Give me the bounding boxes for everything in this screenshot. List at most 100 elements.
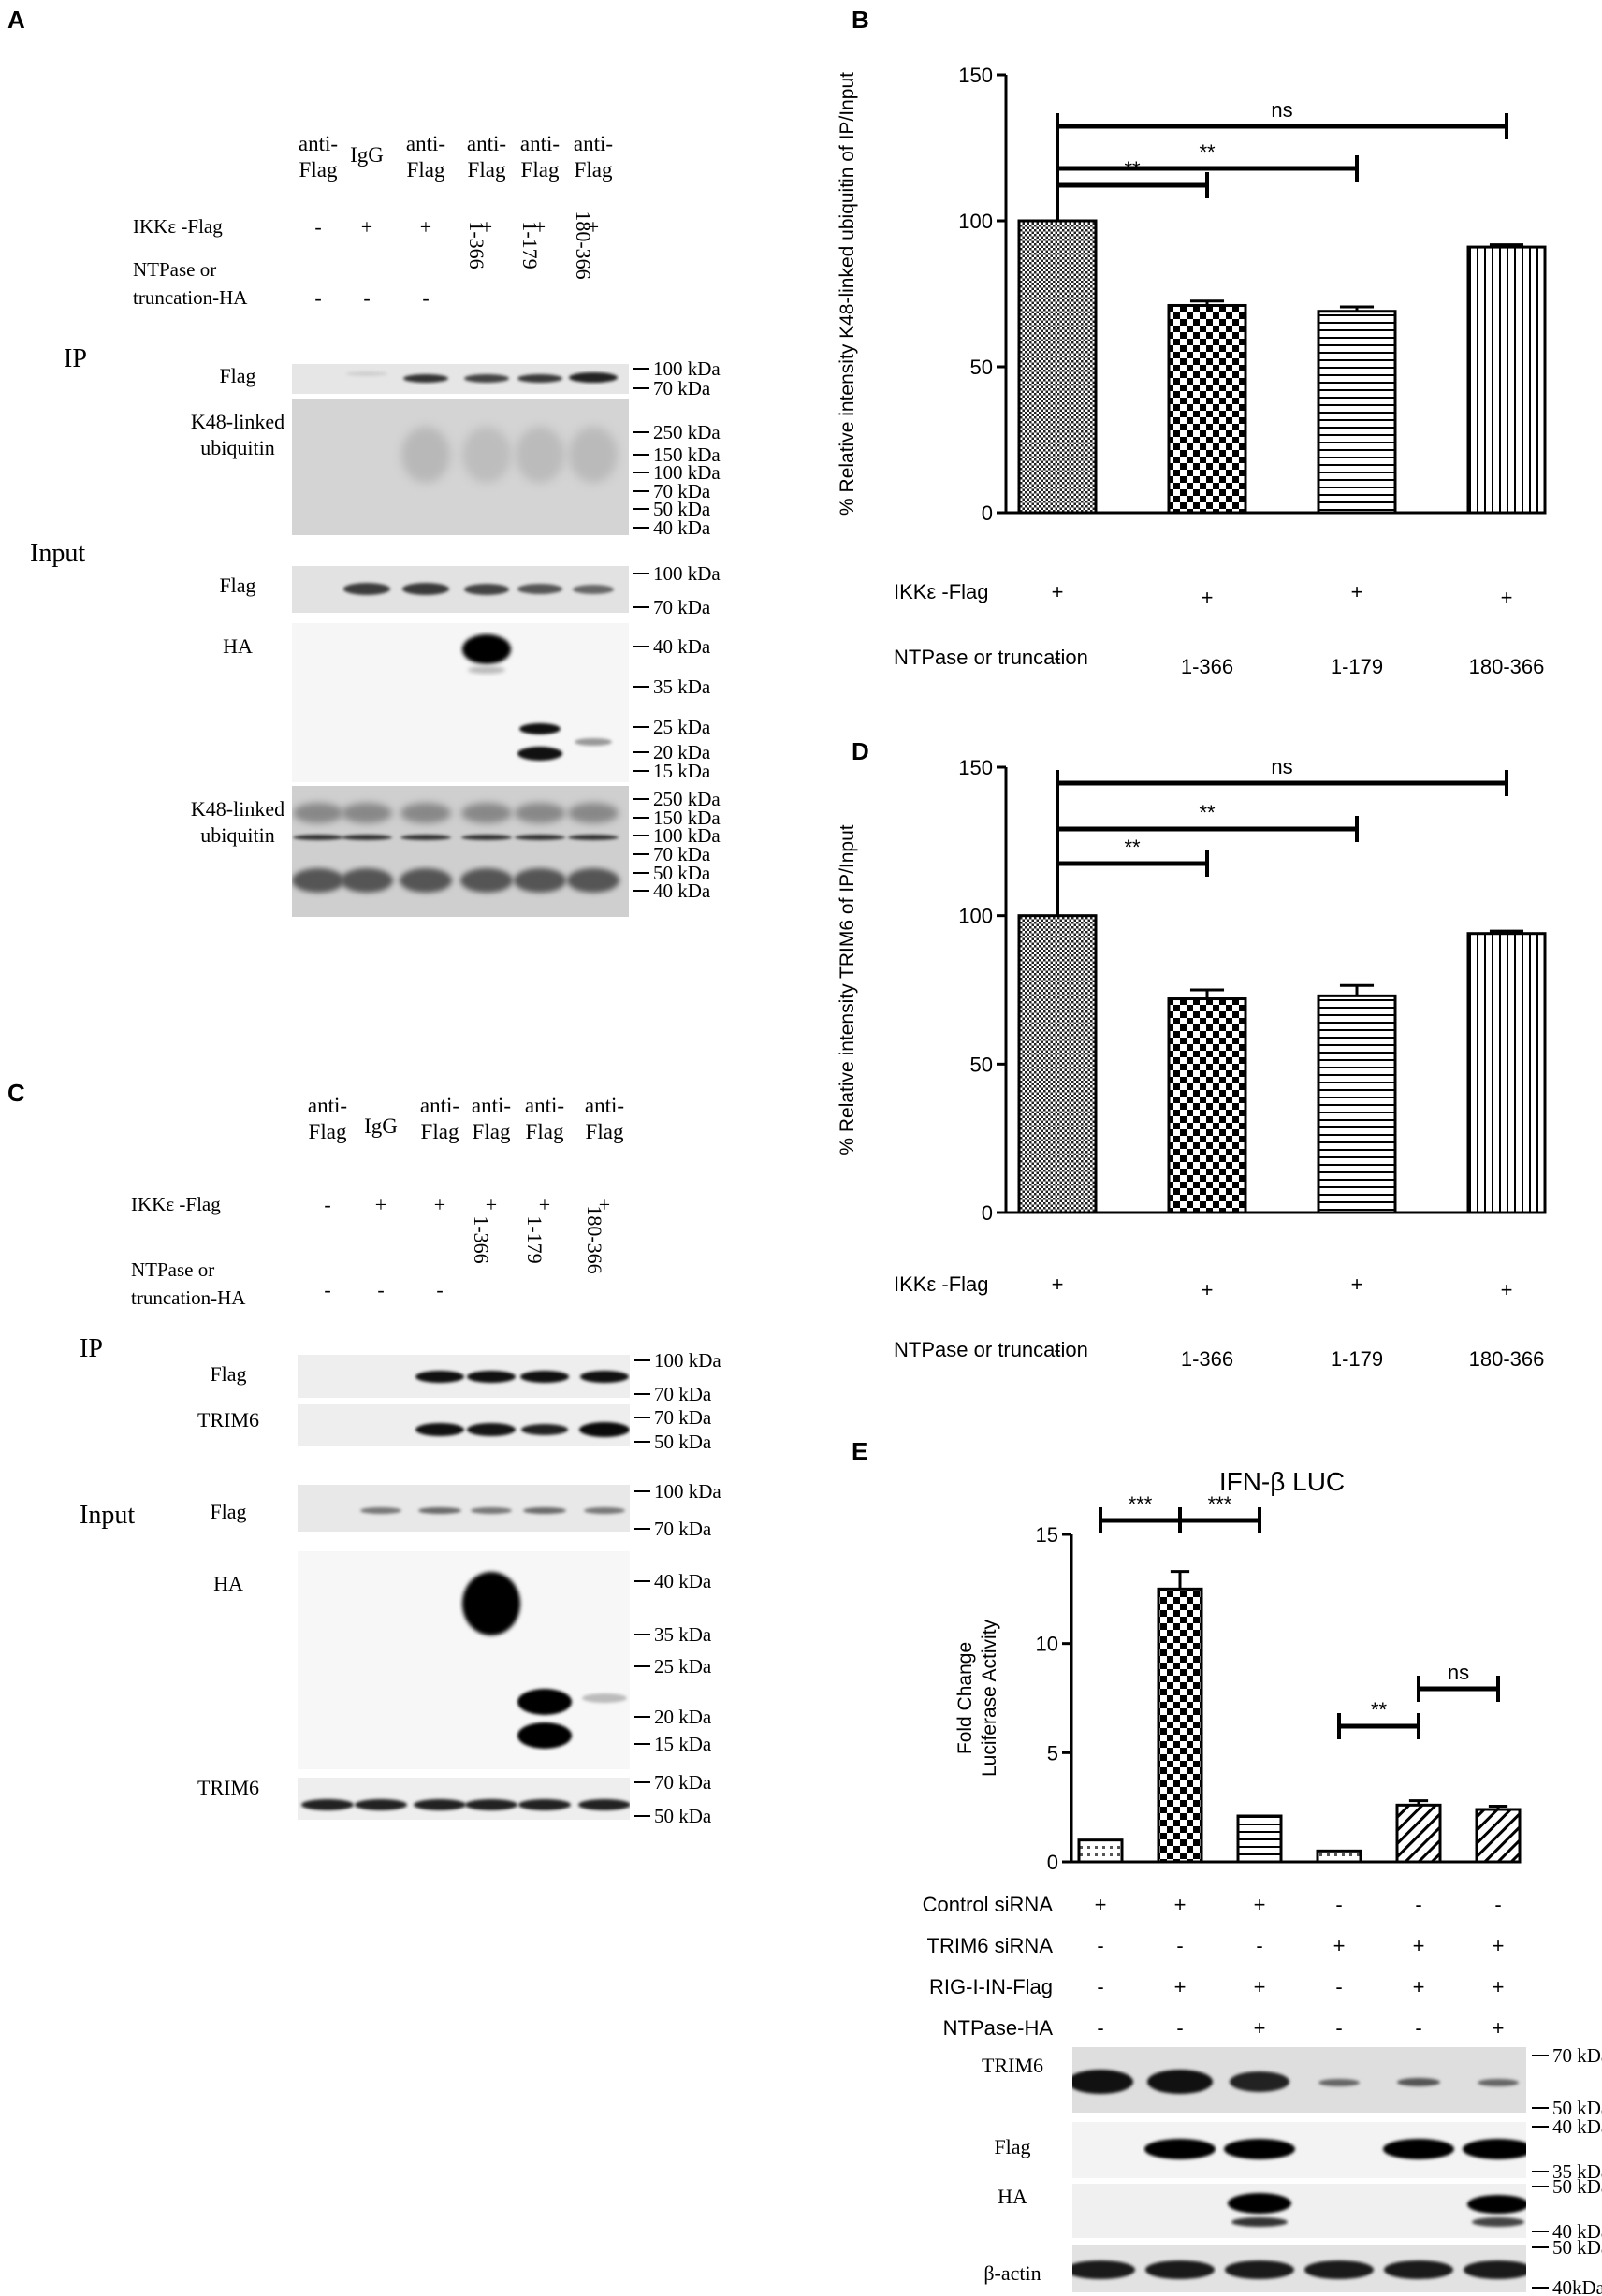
molecular-weight-label: 70 kDa bbox=[654, 1771, 712, 1794]
condition-mark: - bbox=[377, 1278, 385, 1301]
blot-strip bbox=[1072, 2184, 1526, 2238]
condition-mark: 1-179 bbox=[1331, 1347, 1383, 1371]
bar bbox=[1236, 1814, 1283, 1864]
marker-tick bbox=[1532, 2186, 1549, 2187]
protein-band bbox=[1230, 2071, 1289, 2092]
condition-mark: - bbox=[1176, 2016, 1183, 2040]
protein-band bbox=[1478, 2079, 1519, 2086]
condition-mark: - bbox=[363, 286, 371, 310]
ip-antibody-label: anti- bbox=[405, 132, 446, 155]
condition-mark: + bbox=[1052, 1272, 1064, 1296]
condition-mark: - bbox=[1335, 1893, 1342, 1916]
significance-label: ns bbox=[1271, 98, 1292, 122]
protein-band bbox=[1072, 2260, 1135, 2279]
molecular-weight-label: 70 kDa bbox=[1552, 2044, 1602, 2067]
blot-strip bbox=[1072, 2047, 1526, 2113]
marker-tick bbox=[1532, 2246, 1549, 2248]
blot-label: TRIM6 bbox=[982, 2054, 1043, 2077]
condition-mark: 1-366 bbox=[470, 1215, 493, 1264]
marker-tick bbox=[633, 817, 649, 819]
protein-band bbox=[568, 835, 619, 840]
protein-band bbox=[464, 374, 509, 383]
marker-tick bbox=[633, 527, 649, 529]
condition-label: NTPase-HA bbox=[943, 2016, 1054, 2040]
protein-band bbox=[517, 1722, 572, 1749]
ip-antibody-label: IgG bbox=[364, 1114, 398, 1138]
ip-antibody-label: Flag bbox=[467, 158, 506, 182]
molecular-weight-label: 70 kDa bbox=[654, 1518, 712, 1540]
marker-tick bbox=[634, 1815, 650, 1817]
ip-antibody-label: Flag bbox=[525, 1120, 564, 1143]
y-tick-label: 50 bbox=[970, 356, 993, 379]
condition-mark: + bbox=[1202, 586, 1214, 609]
marker-tick bbox=[633, 890, 649, 892]
marker-tick bbox=[1532, 2287, 1549, 2289]
condition-mark: - bbox=[1176, 1934, 1183, 1957]
marker-tick bbox=[633, 454, 649, 456]
significance-label: ** bbox=[1124, 836, 1141, 859]
protein-band bbox=[575, 738, 612, 746]
molecular-weight-label: 40 kDa bbox=[654, 1570, 712, 1592]
bar bbox=[1316, 1849, 1362, 1864]
blot-strip bbox=[1072, 2245, 1526, 2292]
marker-tick bbox=[1532, 2171, 1549, 2172]
protein-band bbox=[517, 747, 562, 761]
protein-band bbox=[1383, 2139, 1454, 2159]
blot-label: HA bbox=[223, 634, 253, 658]
protein-band bbox=[573, 585, 614, 594]
condition-mark: - bbox=[314, 286, 322, 310]
molecular-weight-label: 100 kDa bbox=[654, 1349, 721, 1372]
ip-antibody-label: anti- bbox=[519, 132, 561, 155]
molecular-weight-label: 50 kDa bbox=[1552, 2097, 1602, 2119]
molecular-weight-label: 100 kDa bbox=[653, 562, 721, 585]
bar bbox=[1167, 303, 1247, 515]
significance-label: ns bbox=[1271, 755, 1292, 778]
protein-band bbox=[519, 723, 561, 734]
condition-mark: - bbox=[1415, 1893, 1421, 1916]
molecular-weight-label: 40 kDa bbox=[653, 879, 711, 902]
protein-band bbox=[467, 1371, 516, 1383]
condition-mark: + bbox=[1174, 1893, 1187, 1916]
protein-band bbox=[293, 835, 343, 840]
protein-band bbox=[578, 1799, 630, 1810]
blot-strip bbox=[1072, 2122, 1526, 2178]
blot-label: ubiquitin bbox=[200, 436, 275, 459]
protein-band bbox=[415, 1423, 464, 1436]
condition-label: NTPase or truncation bbox=[894, 1338, 1088, 1361]
protein-band bbox=[1072, 2070, 1133, 2094]
section-title-ip: IP bbox=[80, 1334, 103, 1363]
condition-mark: 180-366 bbox=[572, 211, 595, 280]
condition-mark: 180-366 bbox=[1469, 1347, 1545, 1371]
protein-band bbox=[402, 583, 449, 595]
protein-band bbox=[462, 427, 511, 483]
protein-band bbox=[462, 634, 511, 664]
condition-mark: + bbox=[1254, 2016, 1266, 2040]
blot-label: K48-linked bbox=[190, 797, 285, 821]
molecular-weight-label: 150 kDa bbox=[653, 443, 721, 466]
molecular-weight-label: 35 kDa bbox=[653, 676, 711, 698]
condition-mark: - bbox=[1054, 646, 1060, 669]
molecular-weight-label: 50 kDa bbox=[654, 1431, 712, 1453]
molecular-weight-label: 20 kDa bbox=[654, 1706, 712, 1728]
marker-tick bbox=[633, 770, 649, 772]
bar bbox=[1077, 1838, 1124, 1864]
marker-tick bbox=[633, 387, 649, 389]
protein-band bbox=[342, 835, 392, 840]
condition-mark: - bbox=[1097, 2016, 1103, 2040]
marker-tick bbox=[634, 1743, 650, 1745]
protein-band bbox=[462, 1572, 520, 1635]
marker-tick bbox=[634, 1665, 650, 1667]
protein-band bbox=[517, 374, 562, 383]
protein-band bbox=[400, 835, 451, 840]
protein-band bbox=[346, 371, 387, 376]
blot-label: Flag bbox=[219, 364, 256, 387]
bar bbox=[1317, 310, 1397, 515]
condition-mark: + bbox=[1052, 580, 1064, 603]
section-title-ip: IP bbox=[64, 344, 87, 373]
marker-tick bbox=[633, 646, 649, 647]
marker-tick bbox=[633, 472, 649, 473]
ip-antibody-label: Flag bbox=[406, 158, 445, 182]
protein-band bbox=[569, 427, 618, 483]
y-axis-label: Luciferase Activity bbox=[979, 1619, 1000, 1777]
bar bbox=[1395, 1803, 1442, 1864]
